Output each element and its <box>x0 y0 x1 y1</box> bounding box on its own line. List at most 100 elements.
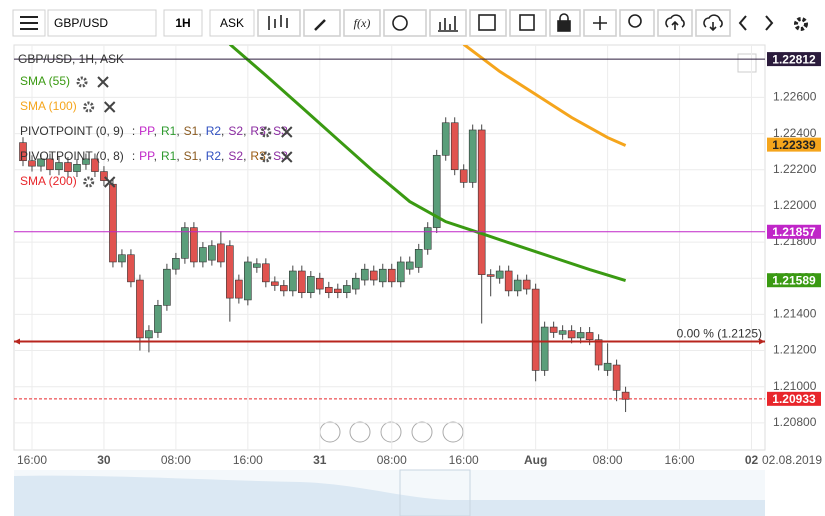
navigator-area <box>14 475 765 516</box>
icon <box>703 14 723 32</box>
candle-body <box>378 268 387 283</box>
legend-entry: SMA (55) <box>20 74 70 88</box>
remove-icon[interactable] <box>103 176 116 188</box>
legend-part: , <box>266 149 269 163</box>
candle-body <box>576 332 585 339</box>
reset[interactable] <box>380 421 402 443</box>
candle-body <box>109 183 117 263</box>
settings-icon[interactable] <box>260 126 272 138</box>
candle-body <box>172 258 180 270</box>
candle-body <box>280 285 288 292</box>
legend-part: , <box>221 149 224 163</box>
candle-body <box>55 162 63 171</box>
legend-part: PIVOTPOINT (0, 8) <box>20 149 124 163</box>
candle-body <box>136 279 144 339</box>
candle-body <box>603 362 612 371</box>
settings-icon[interactable] <box>83 101 95 113</box>
price-tag-label: 1.22339 <box>772 138 816 152</box>
candle-body <box>199 247 207 263</box>
candle-body <box>495 270 504 279</box>
x-tick-label: 16:00 <box>17 453 47 467</box>
price-tag <box>767 52 821 67</box>
legend-part: , <box>243 149 246 163</box>
candle-body <box>450 122 459 171</box>
candle-body <box>333 288 342 294</box>
candle-body <box>477 129 486 275</box>
plot-frame <box>13 44 766 451</box>
remove-icon[interactable] <box>281 151 293 163</box>
candle-body <box>262 263 270 283</box>
zoom-button[interactable] <box>619 9 655 37</box>
scroll-right[interactable] <box>442 421 464 443</box>
plot-area <box>14 45 765 450</box>
zoom-controls <box>319 421 464 443</box>
candle-body <box>118 254 126 263</box>
y-tick-label: 1.22200 <box>773 162 817 176</box>
legend-part: R2 <box>206 124 222 138</box>
y-tick-label: 1.22600 <box>773 90 817 104</box>
legend-part: S1 <box>184 149 199 163</box>
x-tick-label: 16:00 <box>233 453 263 467</box>
symbol-box[interactable] <box>47 9 157 37</box>
date-label: 02.08.2019 <box>762 453 822 467</box>
candle-body <box>513 279 522 292</box>
x-tick-label: 16:00 <box>665 453 695 467</box>
popout-button[interactable] <box>737 53 757 73</box>
side-button[interactable] <box>209 9 255 37</box>
toolbar: GBP/USD 1H ASK f(x) <box>0 0 825 44</box>
scroll-left[interactable] <box>319 421 341 443</box>
price-tag <box>767 137 821 152</box>
candle-body <box>459 169 468 183</box>
zoom-in[interactable] <box>411 421 433 443</box>
news-button[interactable] <box>509 9 547 37</box>
candle-body <box>127 254 135 283</box>
icon <box>519 14 535 31</box>
navigator-window[interactable] <box>399 469 471 516</box>
candle-body <box>504 270 513 292</box>
settings-icon[interactable] <box>260 151 272 163</box>
candle-body <box>298 270 306 294</box>
legend-part: , <box>154 149 157 163</box>
volume-button[interactable] <box>429 9 467 37</box>
legend-part: R1 <box>161 124 177 138</box>
remove-icon[interactable] <box>97 76 109 88</box>
icon <box>268 15 288 30</box>
price-tag <box>767 273 821 288</box>
icon <box>478 14 496 31</box>
candle-body <box>369 270 378 281</box>
candle-body <box>244 261 252 301</box>
legend-entry: PIVOTPOINT (0, 8): PP, R1, S1, R2, S2, R3, S3 <box>20 149 288 163</box>
candle-body <box>37 158 45 167</box>
interval-button[interactable] <box>163 9 203 37</box>
remove-icon[interactable] <box>281 126 293 138</box>
candle-body <box>342 285 351 294</box>
calendar-button[interactable] <box>469 9 507 37</box>
candle-body <box>621 391 630 400</box>
icon: f(x) <box>354 16 371 30</box>
legend-part: : <box>132 149 135 163</box>
nav-arrows[interactable] <box>738 15 774 31</box>
candle-body <box>612 364 621 391</box>
legend-part: , <box>198 124 201 138</box>
candle-body <box>100 171 108 181</box>
legend-part: R2 <box>206 149 222 163</box>
y-tick-label: 1.20800 <box>773 415 817 429</box>
legend-part: , <box>154 124 157 138</box>
settings-icon[interactable] <box>794 17 808 31</box>
candle-body <box>19 142 27 162</box>
y-tick-label: 1.21200 <box>773 343 817 357</box>
candle-body <box>208 245 216 261</box>
zoom-out[interactable] <box>349 421 371 443</box>
remove-icon[interactable] <box>103 101 116 113</box>
candle-body <box>360 268 369 281</box>
info-button[interactable] <box>383 9 427 37</box>
indicator-button[interactable] <box>343 9 381 37</box>
legend-part: : <box>132 124 135 138</box>
candle-body <box>271 281 279 286</box>
settings-icon[interactable] <box>83 176 95 188</box>
price-tag-label: 1.21589 <box>772 273 816 287</box>
chart-type-button[interactable] <box>257 9 301 37</box>
candle-body <box>226 245 234 299</box>
settings-icon[interactable] <box>76 76 88 88</box>
